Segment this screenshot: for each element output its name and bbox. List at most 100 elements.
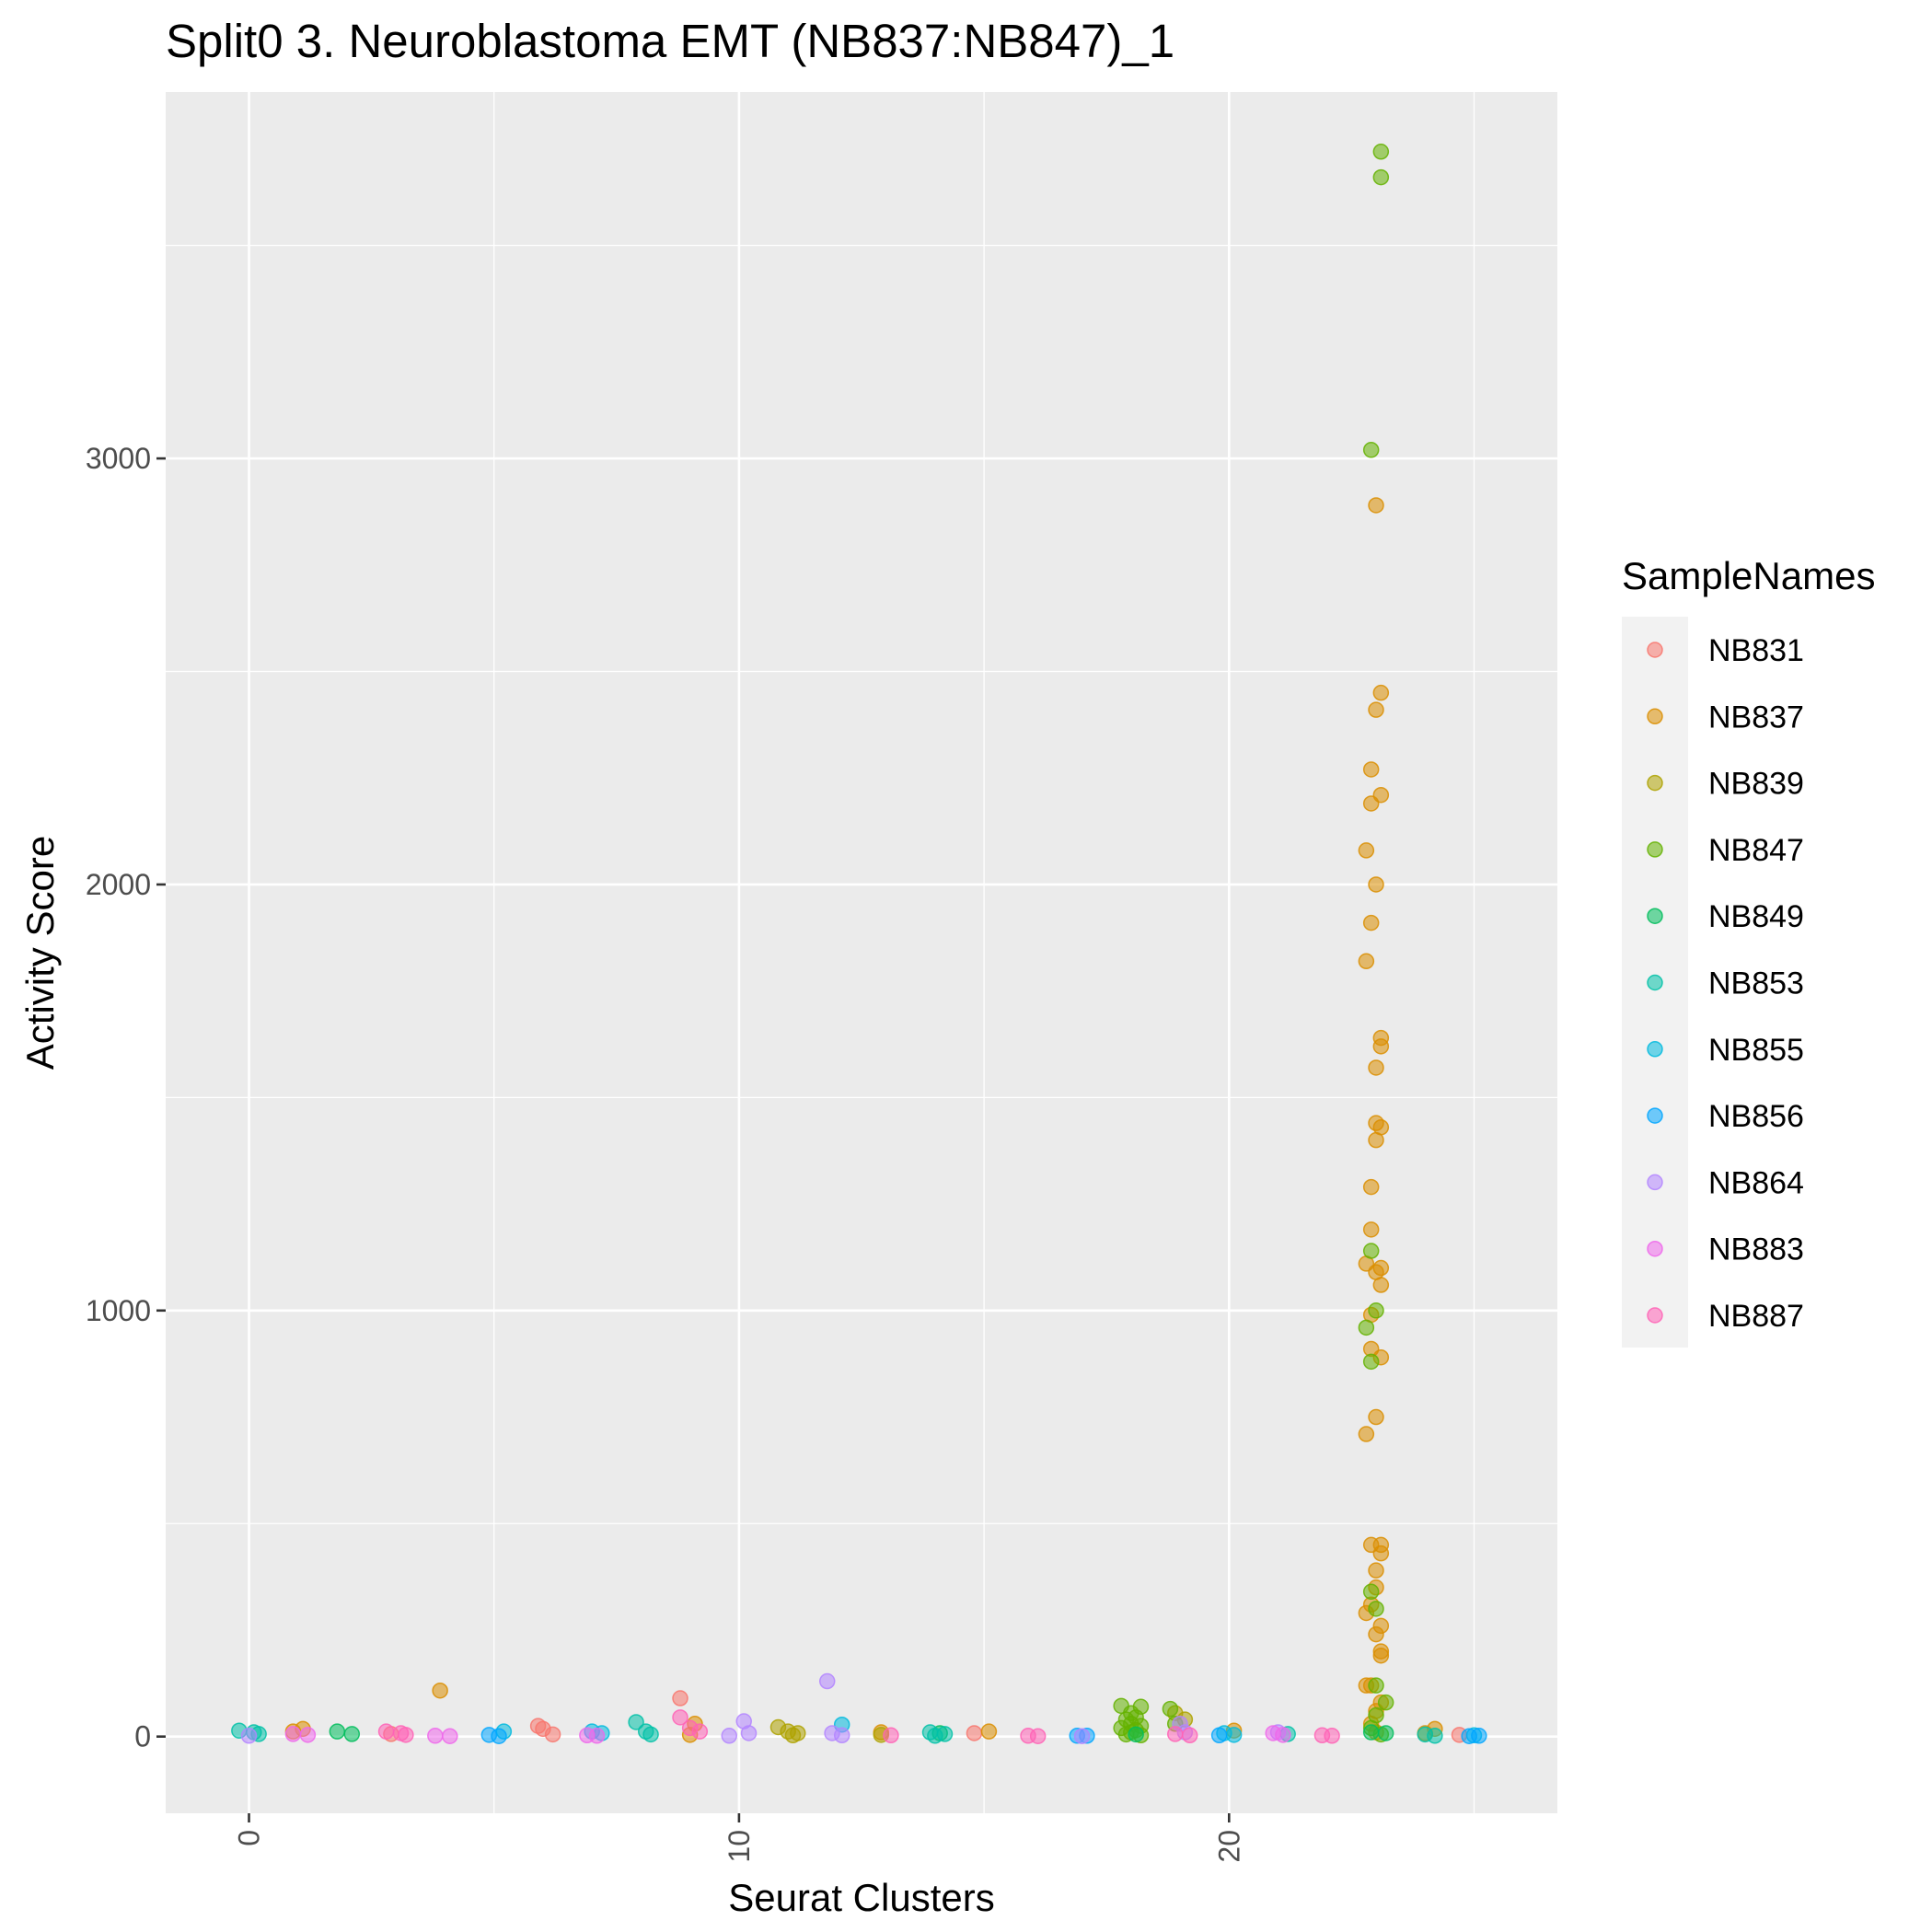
data-point-NB849	[329, 1723, 346, 1740]
data-point-NB839	[784, 1727, 802, 1744]
data-point-NB837	[1362, 1221, 1380, 1238]
data-point-NB837	[1368, 701, 1384, 718]
data-point-NB847	[1362, 1583, 1380, 1601]
data-point-NB847	[1377, 1694, 1394, 1711]
data-point-NB849	[1377, 1725, 1394, 1741]
data-point-NB837	[1368, 1408, 1384, 1426]
legend-label-NB853: NB853	[1708, 966, 1804, 1001]
data-point-NB883	[284, 1726, 302, 1742]
data-point-NB853	[628, 1714, 644, 1730]
data-point-NB855	[1225, 1727, 1243, 1743]
legend-key-NB849	[1647, 908, 1663, 924]
data-point-NB837	[1372, 684, 1390, 701]
data-point-NB837	[1362, 761, 1380, 778]
chart-title: Split0 3. Neuroblastoma EMT (NB837:NB847…	[166, 15, 1174, 67]
data-point-NB864	[721, 1728, 738, 1744]
legend-label-NB839: NB839	[1708, 767, 1804, 802]
data-point-NB864	[740, 1725, 758, 1741]
data-point-NB837	[1368, 1625, 1384, 1643]
data-point-NB887	[672, 1709, 688, 1726]
legend-key-NB883	[1647, 1240, 1663, 1257]
data-point-NB847	[1368, 1601, 1384, 1617]
data-point-NB831	[672, 1690, 688, 1706]
data-point-NB887	[883, 1727, 899, 1744]
data-point-NB837	[1358, 842, 1375, 859]
data-point-NB883	[1275, 1727, 1291, 1743]
data-point-NB887	[1166, 1726, 1184, 1742]
data-point-NB887	[377, 1723, 395, 1740]
data-point-NB847	[1362, 442, 1380, 458]
data-point-NB837	[1368, 1131, 1384, 1149]
data-point-NB837	[1362, 914, 1380, 931]
data-point-NB837	[1368, 1562, 1384, 1579]
data-point-NB853	[927, 1728, 943, 1744]
data-point-NB831	[966, 1725, 983, 1741]
data-point-NB837	[1358, 953, 1375, 970]
legend-key-NB837	[1647, 708, 1663, 725]
y-tick-label: 3000	[86, 442, 151, 475]
legend-label-NB856: NB856	[1708, 1099, 1804, 1134]
data-point-NB887	[1029, 1728, 1047, 1744]
legend-key-NB853	[1647, 974, 1663, 991]
legend-label-NB847: NB847	[1708, 833, 1804, 868]
legend-label-NB887: NB887	[1708, 1299, 1804, 1334]
legend-key-NB856	[1647, 1107, 1663, 1124]
plot-panel	[166, 92, 1557, 1813]
legend-key-NB887	[1647, 1307, 1663, 1324]
legend: SampleNames NB831 NB837 NB839 NB847 NB849 NB8…	[1622, 554, 1875, 1348]
data-point-NB887	[691, 1723, 709, 1740]
data-point-NB849	[1128, 1726, 1144, 1743]
data-point-NB864	[818, 1672, 836, 1690]
data-point-NB837	[1372, 1647, 1390, 1664]
data-point-NB847	[1362, 1243, 1380, 1259]
data-points	[231, 144, 1487, 1744]
x-tick-label: 10	[723, 1830, 756, 1863]
legend-label-NB855: NB855	[1708, 1033, 1804, 1068]
x-tick-label: 0	[233, 1830, 266, 1846]
data-point-NB847	[1162, 1700, 1179, 1718]
data-point-NB853	[642, 1726, 659, 1743]
x-axis-title: Seurat Clusters	[728, 1876, 994, 1919]
data-point-NB887	[1324, 1728, 1340, 1744]
data-point-NB883	[588, 1728, 606, 1744]
data-point-NB849	[1362, 1724, 1380, 1741]
legend-key-NB847	[1647, 841, 1663, 858]
data-point-NB837	[1368, 1264, 1384, 1280]
legend-key-NB839	[1647, 774, 1663, 792]
data-point-NB837	[1362, 795, 1380, 812]
data-point-NB883	[427, 1728, 444, 1744]
legend-title: SampleNames	[1622, 554, 1875, 597]
data-point-NB864	[833, 1727, 850, 1744]
data-point-NB847	[1372, 144, 1390, 160]
data-point-NB864	[1073, 1728, 1091, 1744]
axes: 0 10 20 0 1000 2000 3000	[86, 442, 1245, 1863]
data-point-NB856	[1471, 1728, 1487, 1744]
legend-label-NB849: NB849	[1708, 899, 1804, 934]
legend-label-NB831: NB831	[1708, 633, 1804, 668]
y-tick-label: 2000	[86, 868, 151, 901]
data-point-NB831	[544, 1726, 561, 1743]
data-point-NB847	[1368, 1677, 1384, 1694]
y-tick-label: 0	[134, 1720, 151, 1753]
y-axis-title: Activity Score	[18, 836, 62, 1070]
data-point-NB887	[398, 1727, 414, 1743]
legend-key-NB855	[1647, 1041, 1663, 1058]
data-point-NB837	[1372, 1544, 1390, 1562]
data-point-NB837	[1368, 497, 1384, 514]
legend-label-NB837: NB837	[1708, 700, 1804, 735]
data-point-NB837	[1368, 876, 1384, 893]
data-point-NB847	[1362, 1353, 1380, 1371]
data-point-NB853	[1427, 1728, 1443, 1744]
data-point-NB887	[1181, 1727, 1198, 1744]
data-point-NB847	[1368, 1302, 1384, 1319]
y-tick-label: 1000	[86, 1294, 151, 1327]
data-point-NB837	[432, 1682, 448, 1699]
data-point-NB837	[1358, 1426, 1375, 1442]
data-point-NB856	[491, 1728, 507, 1744]
data-point-NB837	[1362, 1178, 1380, 1196]
x-tick-label: 20	[1212, 1830, 1245, 1863]
legend-key-NB864	[1647, 1174, 1663, 1191]
data-point-NB847	[1372, 168, 1390, 186]
data-point-NB883	[299, 1727, 317, 1743]
